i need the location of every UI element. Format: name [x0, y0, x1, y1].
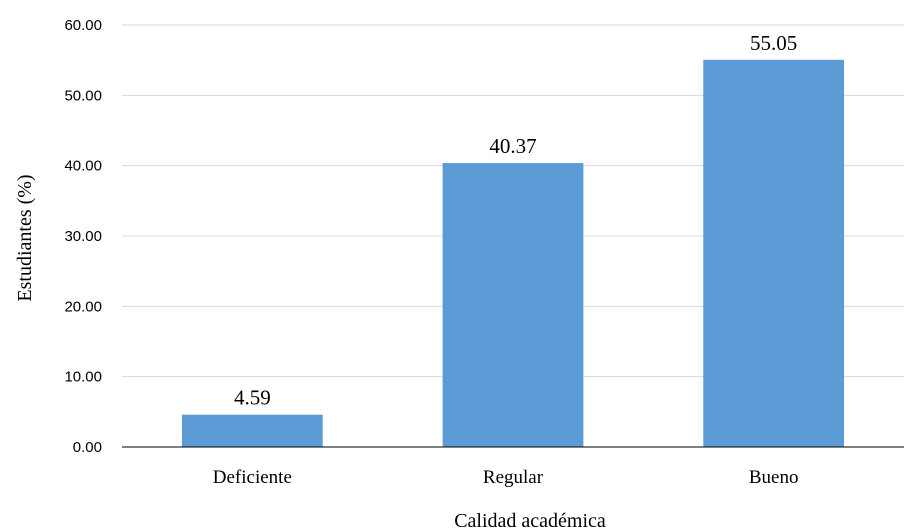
x-tick-label: Bueno [749, 467, 799, 488]
y-tick-label: 0.00 [73, 439, 102, 456]
x-axis-ticks: Deficiente Regular Bueno [213, 467, 799, 488]
y-tick-label: 20.00 [64, 298, 102, 315]
y-tick-label: 40.00 [64, 158, 102, 175]
data-labels: 4.59 40.37 55.05 [234, 31, 797, 410]
y-tick-label: 10.00 [64, 369, 102, 386]
bar-deficiente [181, 414, 323, 447]
y-tick-label: 30.00 [64, 228, 102, 245]
y-tick-label: 60.00 [64, 17, 102, 34]
data-label: 55.05 [750, 31, 797, 55]
y-axis-title: Estudiantes (%) [14, 174, 36, 301]
y-tick-label: 50.00 [64, 87, 102, 104]
data-label: 4.59 [234, 386, 271, 410]
x-tick-label: Deficiente [213, 467, 292, 488]
x-tick-label: Regular [483, 467, 544, 488]
bars [181, 59, 845, 447]
bar-regular [442, 163, 584, 447]
y-axis-ticks: 0.00 10.00 20.00 30.00 40.00 50.00 60.00 [64, 17, 102, 456]
x-axis-title: Calidad académica [454, 510, 606, 532]
bar-bueno [703, 59, 845, 447]
data-label: 40.37 [489, 134, 536, 158]
